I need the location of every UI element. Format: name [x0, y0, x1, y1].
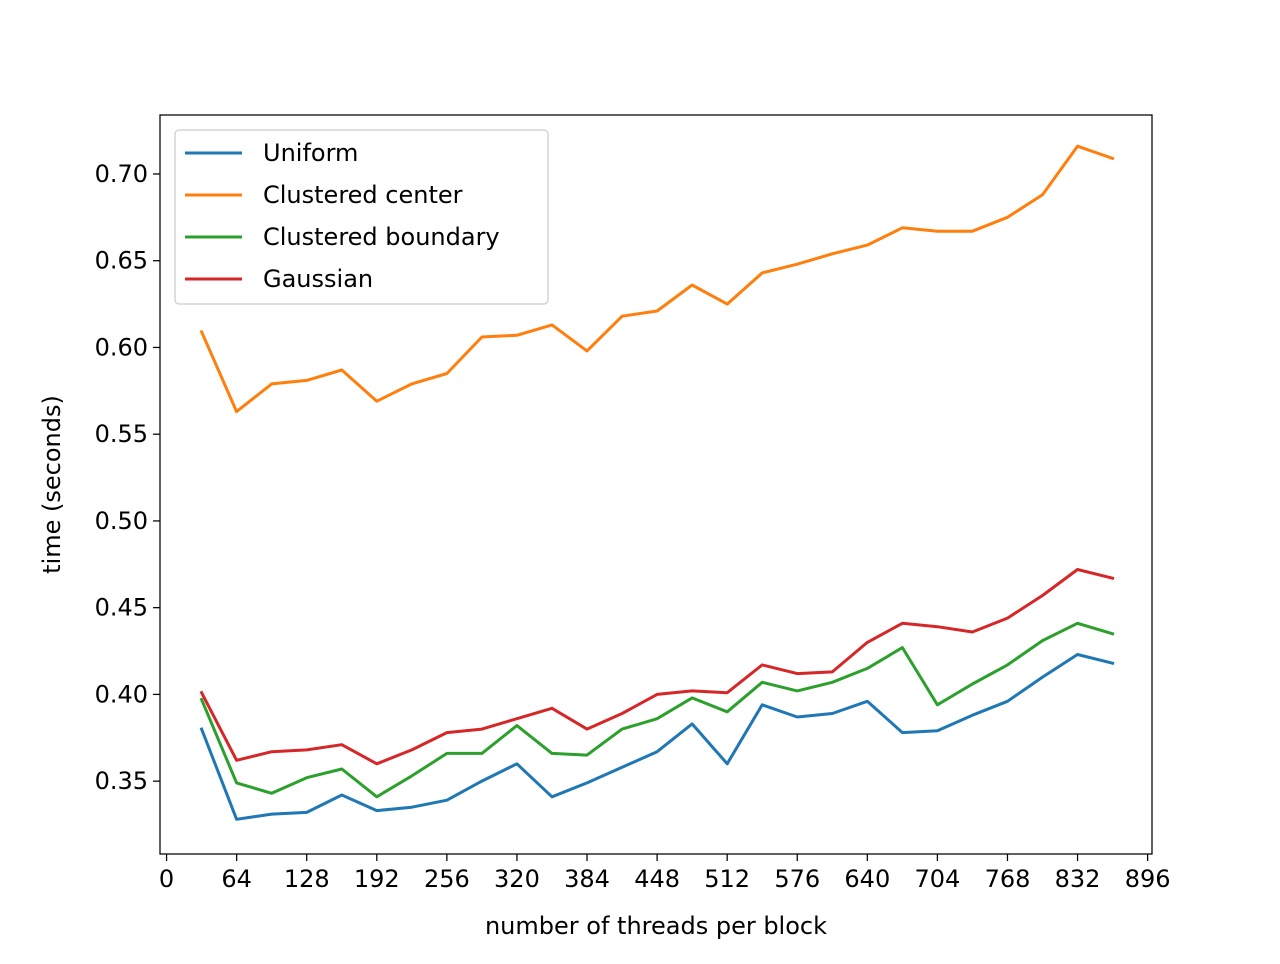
y-tick-label: 0.65: [95, 247, 148, 275]
y-tick-label: 0.35: [95, 767, 148, 795]
y-tick-label: 0.60: [95, 333, 148, 361]
legend-label: Gaussian: [263, 265, 373, 293]
x-tick-label: 704: [914, 865, 960, 893]
x-tick-label: 896: [1125, 865, 1171, 893]
x-axis: 0 64 128 192 256 320 384 448 512 576 640 704 768 832 8…: [159, 854, 1171, 893]
x-tick-label: 192: [354, 865, 400, 893]
y-tick-label: 0.55: [95, 420, 148, 448]
legend-label: Clustered boundary: [263, 223, 500, 251]
legend-label: Clustered center: [263, 181, 463, 209]
series-layer: [199, 144, 1115, 821]
x-tick-label: 768: [985, 865, 1031, 893]
x-tick-label: 320: [494, 865, 540, 893]
x-tick-label: 128: [284, 865, 330, 893]
x-tick-label: 576: [774, 865, 820, 893]
x-tick-label: 384: [564, 865, 610, 893]
x-tick-label: 448: [634, 865, 680, 893]
legend-box: [174, 129, 549, 305]
series-line-gaussian: [199, 568, 1115, 766]
series-line-clustered-center: [199, 144, 1115, 414]
y-tick-label: 0.50: [95, 507, 148, 535]
legend: Uniform Clustered center Clustered boundar…: [174, 129, 549, 305]
series-line-uniform: [199, 653, 1115, 821]
x-tick-label: 64: [221, 865, 252, 893]
series-line-clustered-boundary: [199, 621, 1115, 799]
x-tick-label: 832: [1055, 865, 1101, 893]
plot-frame: [159, 114, 1153, 855]
x-tick-label: 256: [424, 865, 470, 893]
x-tick-label: 0: [159, 865, 174, 893]
x-tick-label: 512: [704, 865, 750, 893]
y-axis-label: time (seconds): [38, 395, 66, 574]
y-tick-label: 0.45: [95, 594, 148, 622]
x-axis-label: number of threads per block: [485, 912, 827, 940]
y-tick-label: 0.40: [95, 680, 148, 708]
legend-label: Uniform: [263, 139, 358, 167]
y-tick-label: 0.70: [95, 160, 148, 188]
y-axis: 0.35 0.40 0.45 0.50 0.55 0.60 0.65 0.70: [95, 160, 160, 795]
x-tick-label: 640: [844, 865, 890, 893]
